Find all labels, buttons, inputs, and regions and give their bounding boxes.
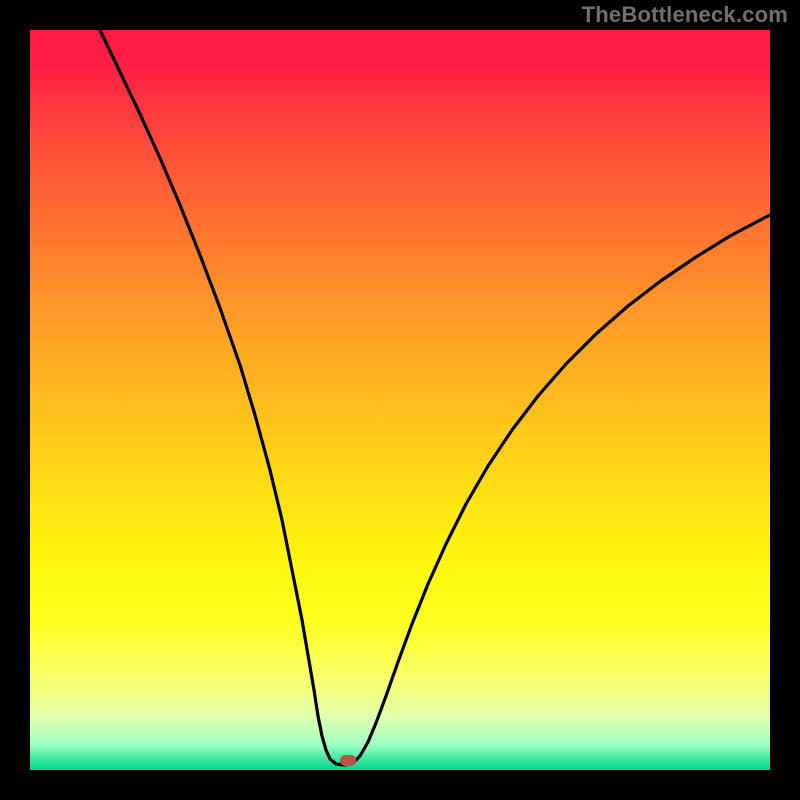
curve-layer	[30, 30, 770, 770]
chart-container: TheBottleneck.com	[0, 0, 800, 800]
bottleneck-curve	[100, 30, 770, 765]
plot-area	[30, 30, 770, 770]
optimum-marker	[340, 755, 356, 766]
watermark-text: TheBottleneck.com	[582, 2, 788, 28]
